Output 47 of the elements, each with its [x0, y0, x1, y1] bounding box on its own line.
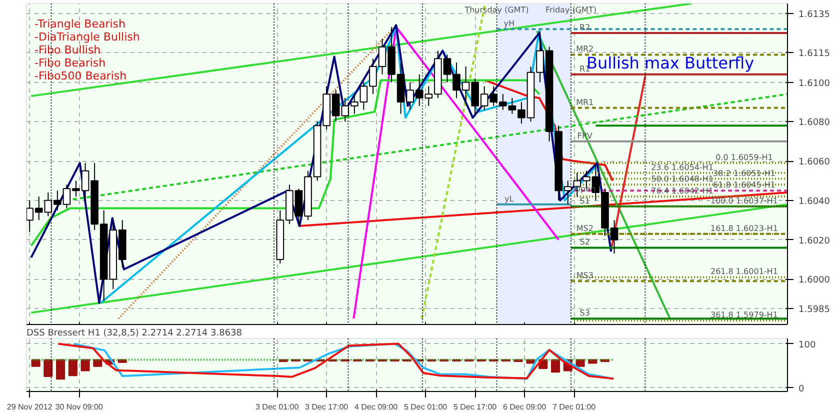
x-tick-label: 29 Nov 2012 — [6, 402, 53, 412]
y-tick-label: 1.6080 — [798, 118, 830, 128]
annotation: 50.0 1.6048-H1 — [651, 174, 714, 184]
x-tick-label: 3 Dec 17:00 — [305, 402, 349, 412]
annotation: -Fibo500 Bearish — [34, 70, 127, 82]
x-tick-label: 5 Dec 17:00 — [453, 402, 498, 412]
annotation: -DiaTriangle Bullish — [34, 30, 140, 44]
chart-title: DSS Bressert H1 (32,8,5) 2.2714 2.2714 3.8638 — [26, 328, 242, 338]
annotation: S3 — [580, 308, 590, 318]
y-tick-label: 100 — [798, 340, 816, 350]
annotation: -Fibo Bearish — [34, 56, 106, 70]
x-tick-label: 7 Dec 01:00 — [552, 402, 596, 412]
x-tick-label: 4 Dec 09:00 — [354, 402, 398, 412]
x-tick-label: 30 Nov 09:00 — [55, 402, 104, 412]
y-tick-label: 1.6060 — [798, 158, 830, 168]
annotation: 100.0 1.6037-H1 — [710, 196, 778, 206]
annotation: yH — [504, 19, 514, 28]
annotation: 0.0 1.6059-H1 — [716, 153, 773, 162]
annotation: Thursday (GMT) — [464, 5, 529, 14]
y-tick-label: 1.6135 — [798, 10, 830, 20]
y-tick-label: 1.6040 — [798, 196, 830, 207]
y-tick-label: 0 — [798, 384, 804, 394]
annotation: 161.8 1.6023-H1 — [710, 224, 778, 233]
y-tick-label: 1.5985 — [798, 305, 830, 316]
annotation: 23.6 1.6054-H1 — [651, 162, 714, 172]
annotation: Open — [574, 184, 596, 194]
annotation: 361.8 1.5979-H1 — [710, 310, 778, 320]
annotation: MS2 — [576, 224, 594, 233]
annotation: -Triangle Bearish — [34, 18, 126, 30]
y-tick-label: 1.6100 — [798, 78, 830, 89]
annotation: 261.8 1.6001-H1 — [710, 267, 778, 276]
annotation: 38.2 1.6051-H1 — [713, 168, 776, 178]
x-tick-label: 3 Dec 01:00 — [256, 402, 300, 412]
annotation: Friday (GMT) — [545, 5, 596, 14]
y-tick-label: 1.6020 — [798, 236, 830, 246]
annotation: MR2 — [576, 44, 594, 54]
annotation: S1 — [580, 196, 590, 206]
x-tick-label: 5 Dec 01:00 — [404, 402, 448, 412]
annotation: MS3 — [576, 271, 594, 280]
annotation: 61.8 1.6045-H1 — [713, 180, 776, 190]
x-tick-label: 6 Dec 09:00 — [502, 402, 547, 412]
annotation: MR1 — [576, 98, 594, 107]
annotation: S2 — [580, 238, 590, 247]
y-tick-label: 1.6115 — [798, 49, 830, 60]
annotation: yL — [504, 194, 514, 204]
y-tick-label: 1.6000 — [798, 276, 830, 286]
annotation: -Fibo Bullish — [34, 44, 101, 56]
